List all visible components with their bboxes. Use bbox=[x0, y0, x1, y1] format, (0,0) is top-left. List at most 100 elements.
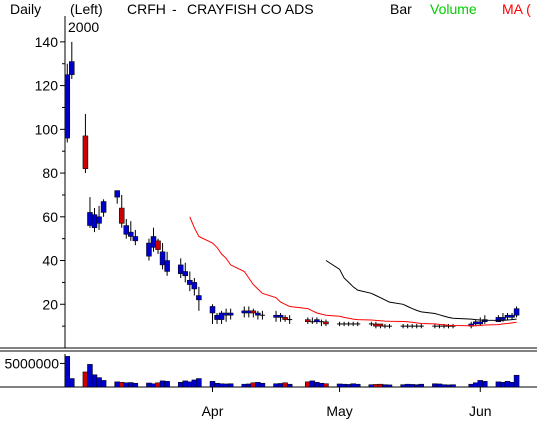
candle-body bbox=[96, 216, 102, 224]
volume-bar bbox=[286, 383, 293, 388]
volume-bar bbox=[305, 381, 311, 388]
ma-line-red bbox=[189, 216, 517, 327]
period-label: Daily bbox=[10, 1, 42, 17]
candle-body bbox=[177, 264, 184, 274]
volume-bar bbox=[418, 383, 425, 388]
volume-bar bbox=[318, 382, 325, 388]
date-tick-label: Jun bbox=[469, 403, 492, 419]
candle-body bbox=[150, 236, 157, 248]
volume-bar bbox=[336, 383, 343, 388]
volume-bar bbox=[472, 382, 479, 388]
volume-bar bbox=[354, 383, 361, 388]
volume-bar bbox=[155, 382, 161, 388]
volume-bar bbox=[209, 381, 216, 388]
price-tick-label: 100 bbox=[35, 121, 59, 137]
volume-bar bbox=[504, 381, 511, 388]
candle-body bbox=[146, 242, 152, 257]
candle-body bbox=[164, 260, 170, 272]
ticker-symbol: CRFH bbox=[127, 1, 166, 17]
volume-bar bbox=[432, 383, 438, 388]
volume-toggle[interactable]: Volume bbox=[430, 1, 477, 17]
candle-body bbox=[255, 312, 261, 316]
candle-body bbox=[314, 319, 320, 323]
candle-body bbox=[305, 319, 311, 323]
candle-body bbox=[227, 312, 234, 316]
candle-body bbox=[209, 306, 216, 314]
candle-body bbox=[477, 321, 484, 325]
volume-bar bbox=[509, 382, 515, 388]
candle-body bbox=[509, 314, 515, 318]
candle-body bbox=[100, 201, 107, 213]
title-separator: - bbox=[172, 1, 177, 17]
date-tick-label: Apr bbox=[202, 403, 224, 419]
price-tick-label: 80 bbox=[42, 165, 58, 181]
volume-bar bbox=[255, 382, 261, 388]
volume-bar bbox=[82, 371, 89, 388]
candle-body bbox=[277, 314, 284, 318]
volume-bar bbox=[218, 383, 225, 388]
volume-bar bbox=[164, 381, 170, 388]
volume-bar bbox=[368, 384, 375, 388]
company-name: CRAYFISH CO ADS bbox=[187, 1, 314, 17]
volume-bar bbox=[96, 377, 102, 388]
volume-axis: 5000000 bbox=[0, 354, 537, 388]
volume-bar bbox=[450, 384, 456, 388]
volume-bar bbox=[150, 383, 157, 388]
volume-bar bbox=[132, 382, 139, 388]
candle-body bbox=[191, 282, 198, 290]
volume-bar bbox=[87, 364, 93, 388]
candle-body bbox=[87, 212, 93, 226]
volume-bar bbox=[146, 382, 152, 388]
volume-bar bbox=[69, 378, 75, 388]
volume-bar bbox=[246, 383, 252, 388]
volume-bar bbox=[227, 383, 234, 388]
candle-body bbox=[377, 323, 384, 327]
volume-bar bbox=[223, 383, 229, 388]
candle-body bbox=[223, 312, 229, 316]
candle-body bbox=[282, 317, 288, 320]
moving-average-series bbox=[189, 216, 517, 327]
candle-body bbox=[250, 310, 257, 314]
volume-bar bbox=[445, 384, 452, 388]
volume-bar bbox=[259, 382, 266, 388]
candle-body bbox=[373, 323, 379, 327]
volume-bar bbox=[441, 384, 447, 388]
candle-body bbox=[64, 74, 71, 139]
volume-bar bbox=[314, 382, 320, 388]
volume-bar bbox=[159, 380, 166, 388]
volume-bar bbox=[114, 381, 120, 388]
bar-toggle[interactable]: Bar bbox=[390, 1, 412, 17]
volume-bar bbox=[323, 383, 329, 388]
volume-bar bbox=[187, 381, 193, 388]
price-tick-label: 140 bbox=[35, 34, 59, 50]
candle-body bbox=[128, 231, 134, 237]
volume-bar bbox=[345, 384, 352, 388]
price-tick-label: 20 bbox=[42, 296, 58, 312]
year-label: 2000 bbox=[68, 19, 100, 35]
candle-body bbox=[273, 314, 279, 318]
volume-bar bbox=[377, 383, 384, 388]
volume-bar bbox=[436, 383, 443, 388]
volume-bar bbox=[482, 381, 488, 388]
candle-body bbox=[513, 308, 520, 316]
volume-bar bbox=[495, 381, 502, 388]
volume-bar bbox=[91, 374, 98, 388]
price-tick-label: 40 bbox=[42, 253, 58, 269]
volume-bar bbox=[214, 382, 220, 388]
volume-bar bbox=[100, 380, 107, 388]
candle-body bbox=[187, 279, 193, 285]
volume-bar bbox=[273, 383, 279, 388]
volume-bar bbox=[282, 382, 288, 388]
volume-bar bbox=[373, 384, 379, 388]
date-tick-label: May bbox=[326, 403, 352, 419]
candle-body bbox=[182, 271, 189, 277]
volume-tick-label: 5000000 bbox=[4, 355, 59, 371]
volume-bar bbox=[341, 383, 347, 388]
price-tick-label: 60 bbox=[42, 209, 58, 225]
volume-bar bbox=[468, 383, 474, 388]
ma-toggle[interactable]: MA ( bbox=[502, 1, 531, 17]
candle-body bbox=[241, 310, 248, 314]
price-tick-label: 120 bbox=[35, 78, 59, 94]
candle-body bbox=[495, 317, 502, 323]
